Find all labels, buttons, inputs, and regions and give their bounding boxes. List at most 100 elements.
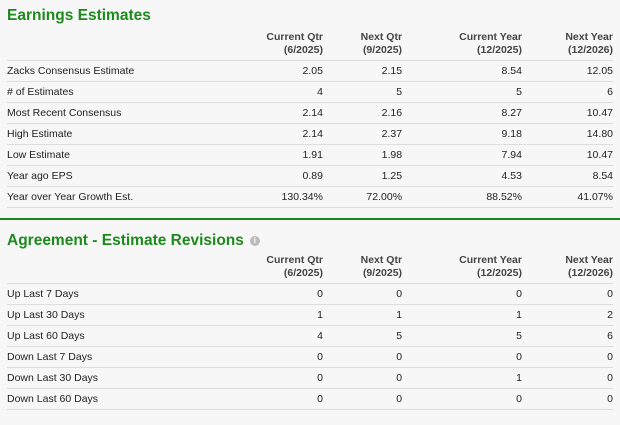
cell-value: 1.25 (322, 165, 403, 187)
cell-value: 1.98 (322, 144, 403, 166)
cell-value: 6 (521, 81, 613, 103)
row-label: Low Estimate (7, 144, 215, 166)
cell-value: 10.47 (521, 102, 613, 124)
cell-value: 0 (322, 388, 403, 410)
cell-value: 4 (215, 81, 323, 103)
table-row: Year over Year Growth Est. 130.34% 72.00% 8… (7, 186, 613, 208)
cell-value: 0 (215, 346, 323, 368)
cell-value: 0.89 (215, 165, 323, 187)
column-period: (12/2025) (477, 267, 522, 279)
column-label: Next Year (565, 254, 613, 266)
cell-value: 0 (215, 388, 323, 410)
cell-value: 12.05 (521, 60, 613, 82)
info-icon[interactable]: i (249, 236, 260, 246)
cell-value: 2.37 (322, 123, 403, 145)
row-label: # of Estimates (7, 81, 215, 103)
earnings-estimates-section: Earnings Estimates Current Qtr (6/2025) Ne… (0, 0, 620, 208)
table-row: Zacks Consensus Estimate 2.05 2.15 8.54 12.0… (7, 60, 613, 82)
cell-value: 0 (521, 367, 613, 389)
cell-value: 2.05 (215, 60, 323, 82)
column-header: Current Qtr (6/2025) (215, 252, 323, 284)
column-header: Current Year (12/2025) (402, 29, 522, 61)
section-title: Agreement - Estimate Revisions i (7, 230, 613, 252)
cell-value: 2.16 (322, 102, 403, 124)
row-label: Year ago EPS (7, 165, 215, 187)
section-title: Earnings Estimates (7, 7, 151, 24)
row-label: Up Last 30 Days (7, 304, 215, 326)
column-period: (12/2026) (568, 44, 613, 56)
cell-value: 4 (215, 325, 323, 347)
cell-value: 5 (402, 325, 522, 347)
cell-value: 0 (322, 283, 403, 305)
column-label: Current Year (459, 254, 522, 266)
cell-value: 2.15 (322, 60, 403, 82)
column-period: (12/2025) (477, 44, 522, 56)
earnings-table: Current Qtr (6/2025) Next Qtr (9/2025) Curre… (7, 29, 613, 208)
cell-value: 8.54 (402, 60, 522, 82)
cell-value: 72.00% (322, 186, 403, 208)
cell-value: 5 (322, 325, 403, 347)
section-divider (0, 218, 620, 220)
cell-value: 0 (402, 388, 522, 410)
table-row: Down Last 7 Days 0 0 0 0 (7, 346, 613, 368)
cell-value: 88.52% (402, 186, 522, 208)
table-row: Most Recent Consensus 2.14 2.16 8.27 10.47 (7, 102, 613, 124)
cell-value: 1 (402, 304, 522, 326)
cell-value: 9.18 (402, 123, 522, 145)
row-label: Down Last 30 Days (7, 367, 215, 389)
column-header: Next Year (12/2026) (522, 252, 613, 284)
column-period: (9/2025) (362, 267, 403, 279)
cell-value: 0 (402, 283, 522, 305)
table-row: High Estimate 2.14 2.37 9.18 14.80 (7, 123, 613, 145)
cell-value: 1 (322, 304, 403, 326)
cell-value: 0 (521, 388, 613, 410)
column-label: Next Qtr (360, 31, 403, 43)
cell-value: 7.94 (402, 144, 522, 166)
table-row: # of Estimates 4 5 5 6 (7, 81, 613, 103)
table-row: Up Last 7 Days 0 0 0 0 (7, 283, 613, 305)
column-label: Current Year (459, 31, 522, 43)
column-label: Next Qtr (360, 254, 403, 266)
cell-value: 0 (322, 346, 403, 368)
cell-value: 1.91 (215, 144, 323, 166)
cell-value: 0 (215, 283, 323, 305)
cell-value: 130.34% (215, 186, 323, 208)
column-header: Next Qtr (9/2025) (323, 29, 402, 61)
column-label: Current Qtr (266, 254, 323, 266)
cell-value: 0 (215, 367, 323, 389)
table-row: Up Last 30 Days 1 1 1 2 (7, 304, 613, 326)
table-row: Up Last 60 Days 4 5 5 6 (7, 325, 613, 347)
row-label: High Estimate (7, 123, 215, 145)
column-header: Next Qtr (9/2025) (323, 252, 402, 284)
column-label: Current Qtr (266, 31, 323, 43)
cell-value: 5 (322, 81, 403, 103)
agreement-table: Current Qtr (6/2025) Next Qtr (9/2025) Curre… (7, 252, 613, 410)
cell-value: 2.14 (215, 102, 323, 124)
cell-value: 10.47 (521, 144, 613, 166)
table-row: Year ago EPS 0.89 1.25 4.53 8.54 (7, 165, 613, 187)
row-label: Year over Year Growth Est. (7, 186, 215, 208)
table-row: Down Last 30 Days 0 0 1 0 (7, 367, 613, 389)
header-row: Current Qtr (6/2025) Next Qtr (9/2025) Curre… (7, 252, 613, 284)
agreement-section: Agreement - Estimate Revisions i Current … (0, 230, 620, 410)
cell-value: 0 (521, 283, 613, 305)
cell-value: 6 (521, 325, 613, 347)
cell-value: 4.53 (402, 165, 522, 187)
section-title-text: Agreement - Estimate Revisions (7, 232, 244, 249)
cell-value: 2.14 (215, 123, 323, 145)
cell-value: 8.54 (521, 165, 613, 187)
cell-value: 2 (521, 304, 613, 326)
cell-value: 0 (322, 367, 403, 389)
table-row: Down Last 60 Days 0 0 0 0 (7, 388, 613, 410)
column-header: Current Qtr (6/2025) (215, 29, 323, 61)
cell-value: 1 (402, 367, 522, 389)
header-row: Current Qtr (6/2025) Next Qtr (9/2025) Curre… (7, 29, 613, 61)
cell-value: 14.80 (521, 123, 613, 145)
cell-value: 0 (402, 346, 522, 368)
column-period: (9/2025) (362, 44, 403, 56)
column-period: (12/2026) (568, 267, 613, 279)
row-label: Up Last 7 Days (7, 283, 215, 305)
row-label: Down Last 7 Days (7, 346, 215, 368)
column-header: Current Year (12/2025) (402, 252, 522, 284)
row-label: Down Last 60 Days (7, 388, 215, 410)
